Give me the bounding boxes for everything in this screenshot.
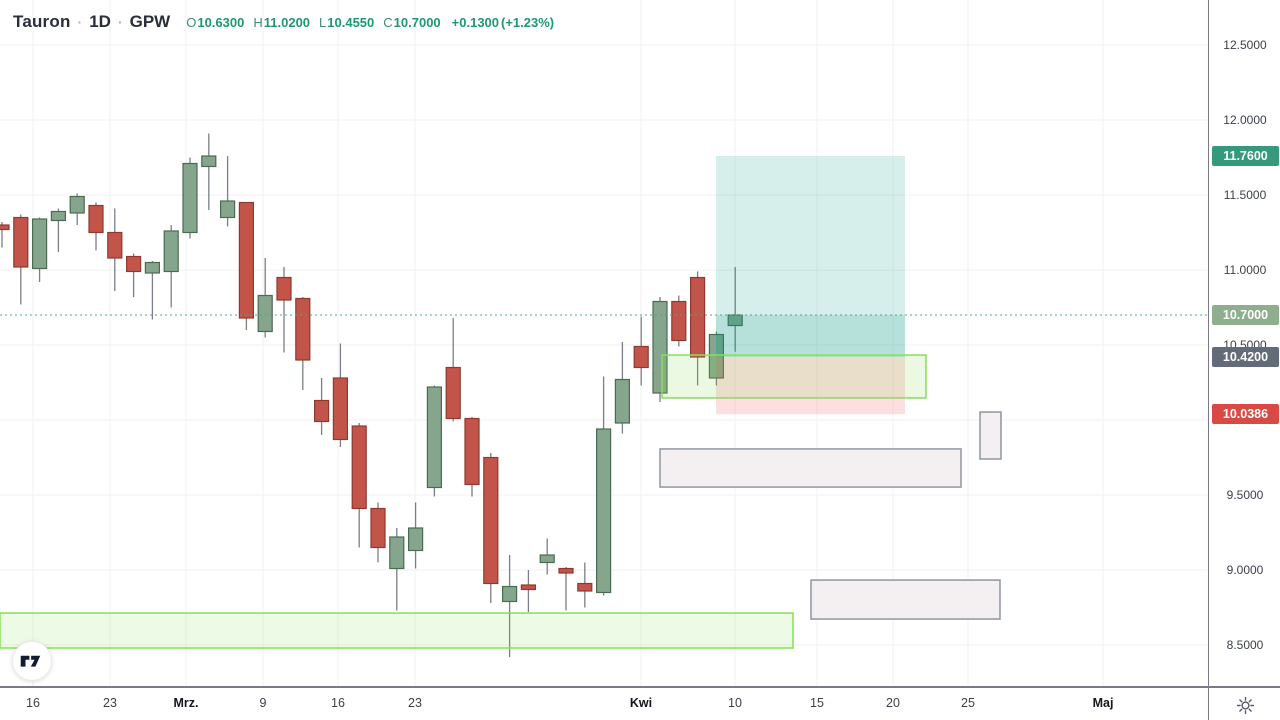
candle-up xyxy=(69,195,85,214)
candle-down xyxy=(689,276,706,358)
profit-zone[interactable] xyxy=(716,156,905,357)
candle-down xyxy=(276,276,292,301)
change-absolute: +0.1300 xyxy=(451,14,500,30)
settings-gear-icon[interactable] xyxy=(1236,696,1255,715)
candle-up xyxy=(31,218,48,270)
ohlc-values: O10.6300 H11.0200 L10.4550 C10.7000 xyxy=(186,15,449,30)
candle-up xyxy=(182,162,198,234)
axis-settings-corner xyxy=(1208,686,1280,720)
candle-up xyxy=(50,210,67,222)
time-tick-label: Maj xyxy=(1092,696,1114,710)
candle-down xyxy=(445,366,461,420)
open-pnl-zone xyxy=(716,315,905,357)
candle-down xyxy=(633,345,649,369)
candle-up xyxy=(426,386,442,489)
time-tick-label: 15 xyxy=(810,696,824,710)
time-tick-label: 23 xyxy=(103,696,117,710)
candle-down xyxy=(558,567,574,574)
candle-up xyxy=(595,428,612,594)
open-value: 10.6300 xyxy=(197,14,245,30)
price-tick-label: 9.0000 xyxy=(1226,563,1264,577)
price-tick-label: 8.5000 xyxy=(1226,638,1264,652)
separator-dot: · xyxy=(77,14,83,30)
tradingview-logo-glyph xyxy=(20,655,41,667)
candle-down xyxy=(520,584,537,591)
candle-up xyxy=(408,527,424,552)
candle-down xyxy=(295,297,311,361)
candle-down xyxy=(351,425,367,510)
time-tick-label: 20 xyxy=(886,696,900,710)
time-axis[interactable]: 16 23 Mrz. 9 16 23 Kwi 10 15 20 25 Maj xyxy=(0,686,1208,720)
time-tick-label: Mrz. xyxy=(173,696,199,710)
candle-up xyxy=(201,155,217,168)
time-tick-label: 16 xyxy=(26,696,40,710)
price-tick-label: 12.0000 xyxy=(1223,113,1267,127)
candle-up xyxy=(389,536,405,570)
tradingview-logo[interactable] xyxy=(12,641,52,681)
price-axis[interactable]: 12.500012.000011.500011.000010.500010.00… xyxy=(1208,0,1280,686)
stop-price-badge[interactable]: 10.0386 xyxy=(1212,404,1279,425)
low-label: L xyxy=(319,14,327,30)
time-tick-label: 9 xyxy=(259,696,267,710)
candle-up xyxy=(652,300,668,394)
chart-pane[interactable] xyxy=(0,0,1208,686)
candle-down xyxy=(332,377,348,441)
close-label: C xyxy=(383,14,393,30)
close-value: 10.7000 xyxy=(393,14,441,30)
candle-down xyxy=(671,300,687,342)
candle-up xyxy=(614,378,631,424)
last-price-badge[interactable]: 10.7000 xyxy=(1212,305,1279,325)
long-position-tool[interactable] xyxy=(716,156,905,415)
candle-down xyxy=(370,507,386,549)
gray-range-box-2[interactable] xyxy=(810,579,1001,620)
time-tick-label: 25 xyxy=(961,696,975,710)
time-tick-label: 23 xyxy=(408,696,422,710)
candle-down xyxy=(577,582,593,592)
time-tick-label: 16 xyxy=(331,696,345,710)
price-tick-label: 12.5000 xyxy=(1223,38,1267,52)
candle-up xyxy=(144,261,160,274)
timeframe-label[interactable]: 1D xyxy=(89,12,111,31)
target-price-badge[interactable]: 11.7600 xyxy=(1212,146,1279,166)
exchange-label[interactable]: GPW xyxy=(129,12,171,31)
price-tick-label: 11.0000 xyxy=(1223,263,1267,277)
price-tick-label: 11.5000 xyxy=(1223,188,1267,202)
change-percent: (+1.23%) xyxy=(501,14,555,30)
low-value: 10.4550 xyxy=(327,14,375,30)
candle-up xyxy=(502,585,518,603)
time-tick-label: Kwi xyxy=(629,696,653,710)
symbol-name[interactable]: Tauron xyxy=(13,12,71,31)
supply-zone-box[interactable] xyxy=(661,354,927,399)
time-tick-label: 10 xyxy=(728,696,742,710)
stop-zone[interactable] xyxy=(716,357,905,415)
candle-up xyxy=(220,200,236,219)
price-tick-label: 9.5000 xyxy=(1226,488,1264,502)
high-value: 11.0200 xyxy=(263,14,311,30)
candle-down xyxy=(13,216,29,268)
candle-down xyxy=(107,231,123,259)
candle-down xyxy=(88,204,104,234)
candle-down xyxy=(483,456,499,585)
gray-range-box-3[interactable] xyxy=(979,411,1002,460)
candle-up xyxy=(539,554,555,564)
high-label: H xyxy=(253,14,263,30)
candle-up xyxy=(257,294,273,333)
candle-down xyxy=(314,399,330,423)
demand-zone-box[interactable] xyxy=(0,612,794,649)
candle-down xyxy=(238,201,254,319)
symbol-info-bar: Tauron · 1D · GPW O10.6300 H11.0200 L10.45… xyxy=(13,11,554,33)
entry-price-badge[interactable]: 10.4200 xyxy=(1212,347,1279,367)
gray-range-box-1[interactable] xyxy=(659,448,962,488)
separator-dot: · xyxy=(117,14,123,30)
open-label: O xyxy=(186,14,197,30)
candle-up xyxy=(163,230,179,273)
candle-down xyxy=(464,417,480,486)
candlestick-series xyxy=(0,133,743,657)
candle-up xyxy=(708,333,725,379)
candle-down xyxy=(125,255,142,273)
candle-down xyxy=(0,224,10,231)
